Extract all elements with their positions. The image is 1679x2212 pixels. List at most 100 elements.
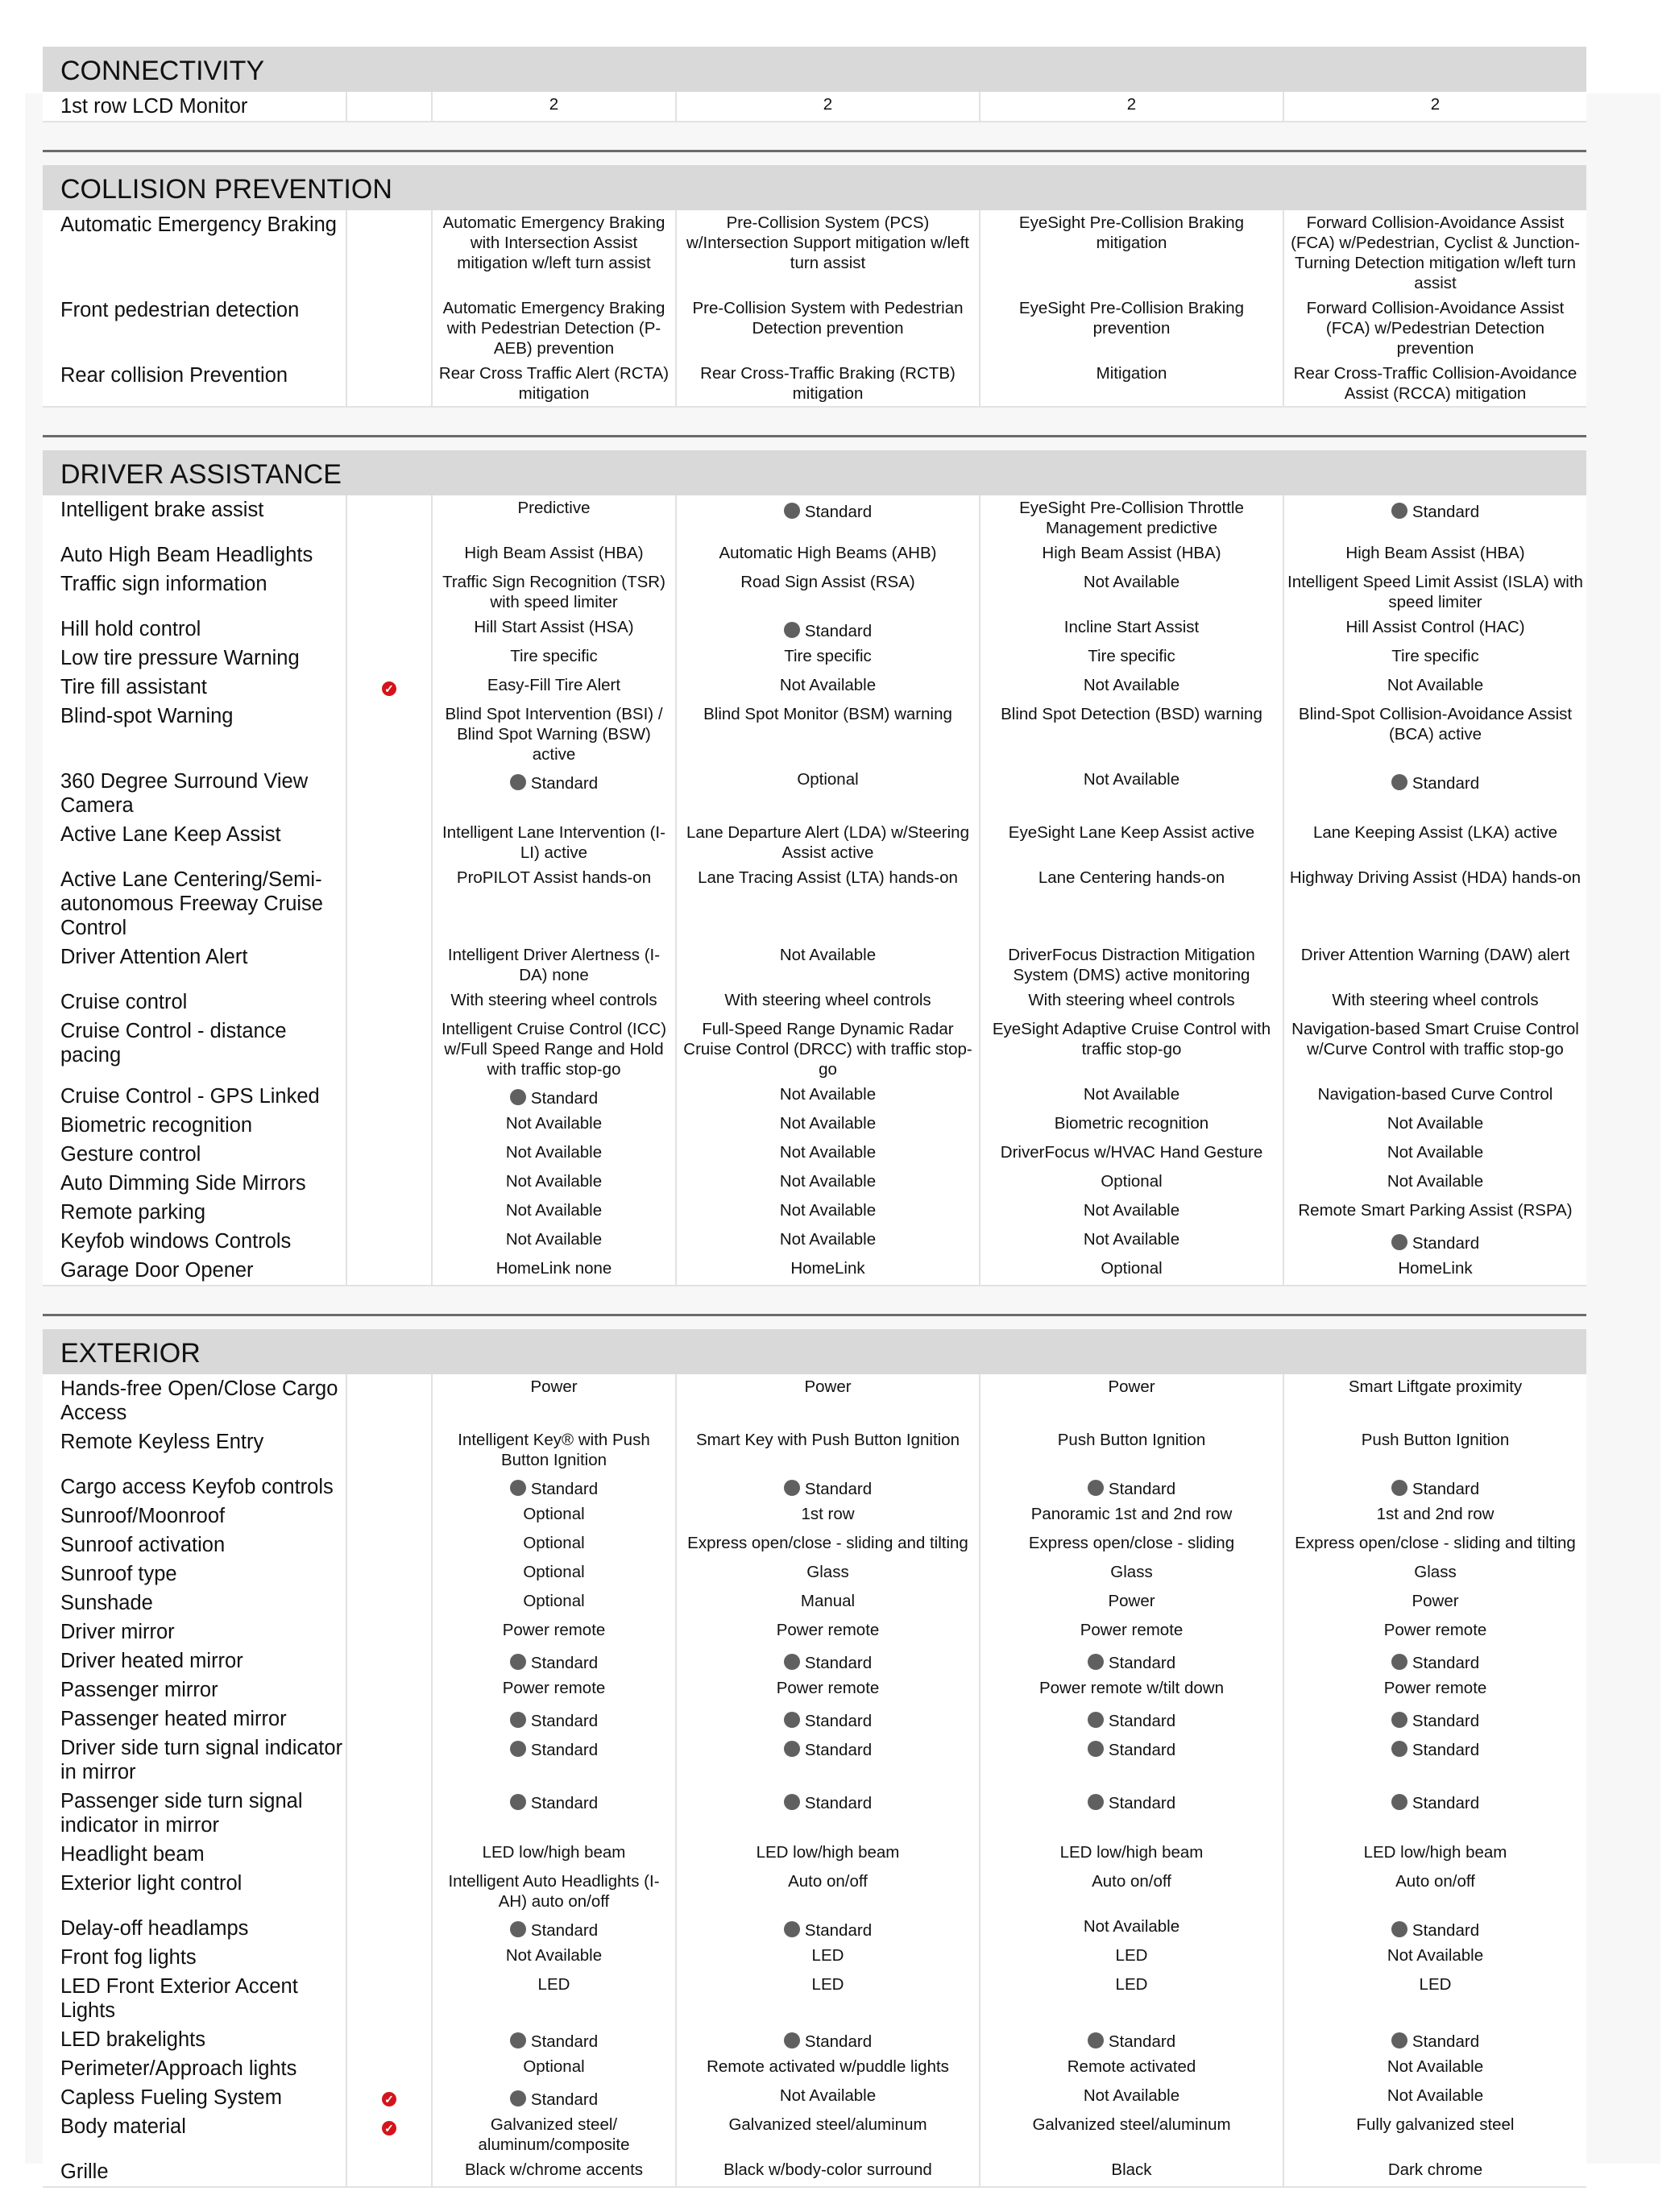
highlight-cell	[346, 1589, 432, 1618]
value-text: Optional	[523, 2057, 585, 2076]
standard-dot-icon	[783, 2032, 800, 2048]
value-text: Intelligent Key® with Push Button Igniti…	[458, 1431, 650, 1469]
row-label: Driver side turn signal indicator in mir…	[60, 1737, 343, 1783]
highlight-cell	[346, 1169, 432, 1198]
standard-dot-icon	[1391, 1794, 1407, 1810]
value-text: Standard	[530, 1921, 599, 1940]
highlight-cell	[346, 1256, 432, 1286]
value-cell: Pre-Collision System (PCS) w/Intersectio…	[675, 210, 980, 296]
value-text: Not Available	[1083, 573, 1180, 591]
table-row: Capless Fueling System ✓ Standard Not Avail…	[43, 2083, 1586, 2112]
row-label: 1st row LCD Monitor	[60, 95, 248, 118]
value-text: Not Available	[1387, 2057, 1484, 2076]
row-label: Hands-free Open/Close Cargo Access	[60, 1377, 338, 1424]
value-text: Power	[1108, 1377, 1155, 1396]
value-cell: Not Available	[675, 1169, 980, 1198]
value-text: HomeLink	[1398, 1259, 1473, 1278]
value-cell: High Beam Assist (HBA)	[431, 541, 676, 570]
row-label: Remote parking	[60, 1201, 206, 1224]
value-cell: Not Available	[431, 1198, 676, 1227]
value-cell: Blind Spot Monitor (BSM) warning	[675, 702, 980, 767]
value-text: Remote activated w/puddle lights	[707, 2057, 949, 2076]
table-row: Intelligent brake assist Predictive Standa…	[43, 495, 1586, 541]
value-text: Standard	[1108, 1654, 1176, 1672]
value-text: Not Available	[1083, 1201, 1180, 1220]
value-text: Traffic Sign Recognition (TSR) with spee…	[442, 573, 665, 611]
row-label: Auto Dimming Side Mirrors	[60, 1172, 306, 1195]
value-cell: Not Available	[675, 1082, 980, 1111]
value-text: Lane Keeping Assist (LKA) active	[1312, 823, 1558, 842]
value-cell: Power	[979, 1589, 1283, 1618]
value-text: Not Available	[779, 2086, 877, 2105]
section-divider	[43, 150, 1586, 152]
value-cell: 1st row	[675, 1502, 980, 1531]
row-label: Biometric recognition	[60, 1114, 253, 1137]
table-row: Traffic sign information Traffic Sign Rec…	[43, 570, 1586, 615]
value-cell: 2	[675, 92, 980, 122]
table-row: Body material ✓ Galvanized steel/ aluminum…	[43, 2112, 1586, 2157]
highlight-cell	[346, 361, 432, 407]
highlight-cell	[346, 1560, 432, 1589]
table-row: Cruise control With steering wheel contro…	[43, 988, 1586, 1017]
highlight-cell	[346, 1473, 432, 1502]
value-cell: Easy-Fill Tire Alert	[431, 673, 676, 702]
value-text: Standard	[530, 1480, 599, 1498]
value-text: ProPILOT Assist hands-on	[456, 868, 652, 887]
value-cell: Not Available	[675, 1198, 980, 1227]
value-cell: Standard	[675, 1473, 980, 1502]
value-cell: Blind Spot Detection (BSD) warning	[979, 702, 1283, 767]
table-row: Auto High Beam Headlights High Beam Assis…	[43, 541, 1586, 570]
value-cell: Optional	[979, 1169, 1283, 1198]
table-row: Tire fill assistant ✓ Easy-Fill Tire Alert…	[43, 673, 1586, 702]
value-cell: Standard	[431, 2083, 676, 2112]
value-cell: Intelligent Auto Headlights (I-AH) auto …	[431, 1869, 676, 1914]
value-text: Glass	[1414, 1563, 1457, 1581]
value-cell: Standard	[1283, 1914, 1586, 1943]
value-text: Auto on/off	[788, 1872, 868, 1891]
standard-dot-icon	[509, 2032, 526, 2048]
value-text: Galvanized steel/aluminum	[1032, 2115, 1231, 2134]
value-cell: Not Available	[1283, 1169, 1586, 1198]
value-text: Standard	[530, 2032, 599, 2051]
value-cell: Remote Smart Parking Assist (RSPA)	[1283, 1198, 1586, 1227]
value-cell: Navigation-based Smart Cruise Control w/…	[1283, 1017, 1586, 1082]
highlight-cell	[346, 1647, 432, 1676]
row-label: Sunroof activation	[60, 1534, 226, 1556]
row-label: Automatic Emergency Braking	[60, 213, 337, 236]
standard-dot-icon	[509, 1921, 526, 1937]
value-cell: Pre-Collision System with Pedestrian Det…	[675, 296, 980, 361]
section-header: EXTERIOR	[43, 1329, 1586, 1374]
value-cell: Power remote	[979, 1618, 1283, 1647]
standard-dot-icon	[1391, 1712, 1407, 1728]
row-label: Gesture control	[60, 1143, 201, 1166]
section-divider	[43, 435, 1586, 437]
value-cell: Auto on/off	[1283, 1869, 1586, 1914]
value-cell: With steering wheel controls	[431, 988, 676, 1017]
value-text: Standard	[1412, 774, 1480, 793]
value-text: DriverFocus w/HVAC Hand Gesture	[1000, 1143, 1263, 1162]
row-label: Tire fill assistant	[60, 676, 207, 698]
value-cell: Blind Spot Intervention (BSI) / Blind Sp…	[431, 702, 676, 767]
value-text: Forward Collision-Avoidance Assist (FCA)…	[1291, 213, 1580, 292]
value-cell: Not Available	[979, 673, 1283, 702]
value-text: Hill Start Assist (HSA)	[474, 618, 634, 636]
value-cell: Optional	[431, 1589, 676, 1618]
value-text: Standard	[530, 1654, 599, 1672]
value-cell: Standard	[1283, 1227, 1586, 1256]
value-text: Standard	[804, 1921, 873, 1940]
value-cell: Not Available	[979, 1198, 1283, 1227]
value-cell: Tire specific	[675, 644, 980, 673]
highlight-cell	[346, 702, 432, 767]
highlight-cell	[346, 1705, 432, 1734]
value-cell: DriverFocus Distraction Mitigation Syste…	[979, 942, 1283, 988]
value-text: Pre-Collision System (PCS) w/Intersectio…	[686, 213, 969, 272]
value-text: Road Sign Assist (RSA)	[740, 573, 915, 591]
row-label: Capless Fueling System	[60, 2086, 282, 2109]
row-label: Cruise Control - GPS Linked	[60, 1085, 320, 1108]
row-label: Passenger heated mirror	[60, 1708, 287, 1730]
row-label: Hill hold control	[60, 618, 201, 640]
value-cell: Not Available	[979, 1227, 1283, 1256]
value-text: Power remote	[1383, 1679, 1487, 1697]
value-text: Manual	[800, 1592, 856, 1610]
value-text: Pre-Collision System with Pedestrian Det…	[692, 299, 964, 338]
